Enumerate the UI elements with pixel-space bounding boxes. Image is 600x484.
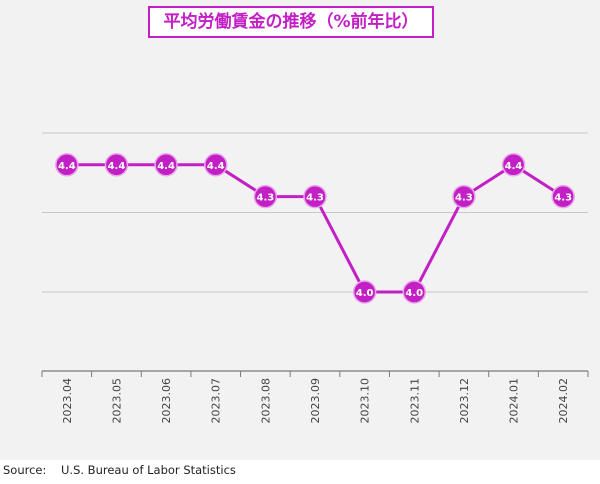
- data-label: 4.3: [554, 193, 572, 204]
- data-point: [402, 280, 427, 304]
- data-point: [303, 184, 327, 209]
- data-point: [154, 153, 178, 177]
- source-note: Source: U.S. Bureau of Labor Statistics: [3, 463, 236, 477]
- chart-title: 平均労働賃金の推移（%前年比）: [148, 6, 434, 38]
- data-label: 4.4: [108, 161, 126, 172]
- data-point: [253, 184, 278, 209]
- data-label: 4.3: [257, 193, 275, 204]
- x-tick-label: 2024.01: [508, 378, 521, 424]
- gridlines: [42, 132, 588, 293]
- line-chart: 2023.04 2023.05 2023.06 2023.07 2023.08 2023.…: [41, 132, 589, 424]
- x-tick-label: 2023.04: [61, 378, 74, 424]
- data-label: 4.3: [455, 193, 473, 204]
- data-label: 4.3: [306, 193, 324, 204]
- x-tick-label: 2023.06: [160, 378, 173, 424]
- data-point: [55, 153, 79, 177]
- chart-panel: [0, 0, 600, 460]
- data-label: 4.4: [505, 161, 523, 172]
- x-tick-label: 2023.09: [309, 378, 322, 424]
- data-label: 4.4: [58, 161, 76, 172]
- data-label: 4.4: [207, 161, 225, 172]
- source-label: Source:: [3, 463, 47, 477]
- series-line: [66, 163, 564, 294]
- x-axis: 2023.04 2023.05 2023.06 2023.07 2023.08 2023.…: [41, 370, 589, 424]
- data-point: [551, 184, 575, 209]
- source-text: U.S. Bureau of Labor Statistics: [61, 463, 236, 477]
- data-label: 4.0: [405, 288, 423, 299]
- x-tick-label: 2023.07: [210, 378, 223, 424]
- data-points: 4.4 4.4 4.4 4.4 4.3 4.3 4.0 4.0 4.3 4.4 4.3: [55, 153, 575, 304]
- series-line-path: [66, 163, 564, 294]
- x-tick-label: 2023.05: [110, 378, 123, 424]
- data-point: [203, 153, 228, 177]
- data-point: [104, 153, 129, 177]
- data-point: [501, 153, 526, 177]
- x-tick-label: 2023.08: [259, 378, 272, 424]
- x-tick-label: 2023.11: [408, 378, 421, 424]
- x-tick-label: 2023.10: [359, 378, 372, 424]
- x-tick-label: 2023.12: [458, 378, 471, 424]
- data-point: [352, 280, 377, 304]
- data-point: [452, 184, 476, 209]
- data-label: 4.0: [356, 288, 374, 299]
- data-label: 4.4: [157, 161, 175, 172]
- x-tick-label: 2024.02: [557, 378, 570, 424]
